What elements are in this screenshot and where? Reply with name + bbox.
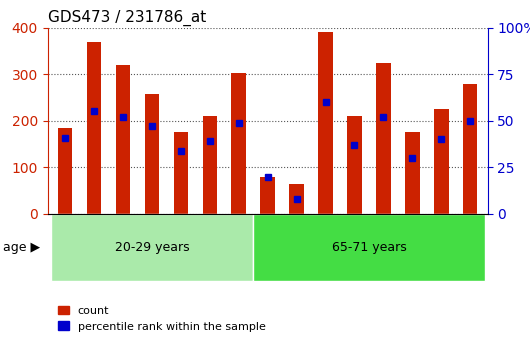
Bar: [405, 132, 420, 214]
Bar: [50, 214, 253, 281]
Bar: [116, 65, 130, 214]
Bar: [174, 132, 188, 214]
Bar: [253, 214, 485, 281]
Bar: [434, 109, 448, 214]
Bar: [376, 63, 391, 214]
Bar: [463, 85, 478, 214]
Bar: [289, 184, 304, 214]
Bar: [87, 41, 101, 214]
Text: GDS473 / 231786_at: GDS473 / 231786_at: [48, 10, 206, 26]
Legend: count, percentile rank within the sample: count, percentile rank within the sample: [53, 301, 270, 336]
Text: 20-29 years: 20-29 years: [114, 241, 189, 254]
Bar: [145, 94, 159, 214]
Bar: [232, 73, 246, 214]
Bar: [260, 177, 275, 214]
Bar: [202, 116, 217, 214]
Text: age ▶: age ▶: [3, 241, 40, 254]
Bar: [319, 32, 333, 214]
Bar: [347, 116, 361, 214]
Bar: [58, 128, 72, 214]
Text: 65-71 years: 65-71 years: [332, 241, 407, 254]
